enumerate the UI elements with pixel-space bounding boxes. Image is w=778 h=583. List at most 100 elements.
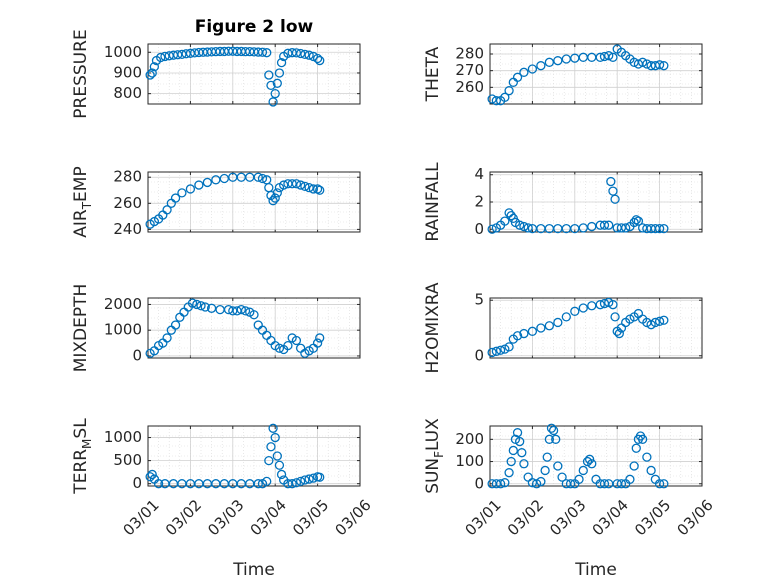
- data-point: [557, 472, 567, 482]
- y-axis-label-part: EMP: [71, 166, 91, 202]
- y-tick-label: 1000: [104, 428, 142, 446]
- axes-frame: [147, 297, 361, 359]
- data-point: [561, 312, 571, 322]
- data-point: [270, 193, 280, 203]
- y-tick-label: 900: [113, 63, 142, 81]
- data-point: [185, 184, 196, 194]
- data-point: [606, 176, 616, 187]
- data-point: [279, 180, 289, 190]
- data-point: [295, 180, 306, 190]
- data-point: [631, 215, 641, 225]
- data-point: [504, 468, 514, 478]
- data-point: [300, 475, 310, 485]
- figure-title: Figure 2 low: [195, 17, 314, 37]
- data-point: [262, 476, 272, 487]
- axes-frame: [489, 297, 703, 359]
- data-point: [495, 479, 506, 489]
- data-point: [504, 86, 514, 96]
- y-axis-label-part: TERR: [71, 449, 91, 495]
- data-point: [519, 328, 529, 339]
- data-point: [637, 434, 648, 444]
- data-point: [315, 185, 325, 195]
- subplot-1: 800 900 1000 PRESSURE Figure 2 low: [71, 17, 361, 119]
- data-point: [506, 456, 516, 467]
- data-point: [268, 196, 278, 206]
- data-point: [551, 434, 561, 444]
- data-point: [291, 48, 302, 58]
- data-point: [300, 49, 310, 59]
- data-point: [268, 423, 278, 433]
- data-point: [604, 220, 614, 230]
- data-point: [540, 465, 550, 476]
- data-point: [553, 56, 563, 66]
- data-point: [300, 181, 310, 191]
- y-tick-label: 2000: [104, 295, 142, 313]
- y-axis-label-part: MIXDEPTH: [71, 284, 91, 373]
- data-point: [291, 179, 302, 189]
- data-point: [642, 452, 652, 462]
- y-axis-label-part: H2OMIXRA: [423, 282, 443, 373]
- y-axis-label-part: M: [80, 439, 94, 449]
- data-point: [587, 459, 597, 469]
- data-point: [570, 306, 580, 316]
- data-point: [487, 224, 497, 234]
- y-axis-label-part: RAINFALL: [423, 162, 443, 242]
- data-point: [610, 194, 620, 204]
- data-point: [631, 443, 641, 453]
- data-point: [519, 67, 529, 77]
- data-point: [257, 47, 268, 57]
- data-point: [659, 61, 669, 71]
- x-tick-label: 03/06: [331, 496, 374, 539]
- data-point: [610, 312, 620, 322]
- data-point: [527, 326, 538, 336]
- data-point: [599, 220, 610, 230]
- data-point: [621, 223, 631, 233]
- subplot-5: 0 1000 2000 MIXDEPTH: [71, 284, 361, 373]
- data-point: [574, 474, 584, 484]
- y-tick-label: 100: [455, 452, 484, 470]
- data-point: [270, 89, 280, 99]
- axes-frame: [147, 425, 361, 487]
- data-point: [170, 320, 181, 330]
- data-point: [536, 323, 546, 333]
- data-point: [654, 479, 665, 489]
- y-tick-label: 280: [455, 45, 484, 63]
- data-point: [196, 301, 206, 311]
- data-point: [512, 72, 523, 82]
- data-point: [637, 57, 648, 67]
- data-point: [149, 62, 160, 72]
- data-point: [270, 432, 280, 443]
- y-tick-label: 0: [474, 346, 484, 364]
- data-point: [266, 442, 276, 452]
- y-tick-label: 200: [455, 430, 484, 448]
- y-tick-label: 0: [474, 474, 484, 492]
- data-point: [553, 461, 563, 471]
- data-point: [291, 335, 302, 346]
- data-point: [544, 434, 555, 444]
- y-tick-label: 240: [113, 220, 142, 238]
- data-point: [228, 306, 238, 316]
- data-point: [546, 423, 557, 433]
- y-axis-label-part: THETA: [423, 46, 443, 102]
- data-point: [512, 331, 523, 341]
- data-point: [659, 223, 669, 234]
- y-axis-label-part: PRESSURE: [71, 29, 91, 118]
- data-point: [304, 50, 314, 60]
- data-point: [536, 476, 546, 487]
- data-point: [223, 304, 234, 315]
- data-point: [262, 48, 272, 58]
- data-point: [654, 60, 665, 70]
- y-tick-label: 260: [113, 194, 142, 212]
- subplot-7: 03/01 03/02 03/03 03/04 03/05 03/06 0 500 1000 TE…: [71, 418, 375, 580]
- data-point: [315, 55, 325, 66]
- data-point: [312, 53, 323, 64]
- data-point: [595, 300, 605, 310]
- axes-frame: [147, 171, 361, 233]
- data-point: [274, 68, 285, 78]
- y-tick-label: 1000: [104, 321, 142, 339]
- data-point: [578, 303, 588, 313]
- data-point: [211, 175, 221, 185]
- x-tick-label: 03/03: [204, 496, 247, 539]
